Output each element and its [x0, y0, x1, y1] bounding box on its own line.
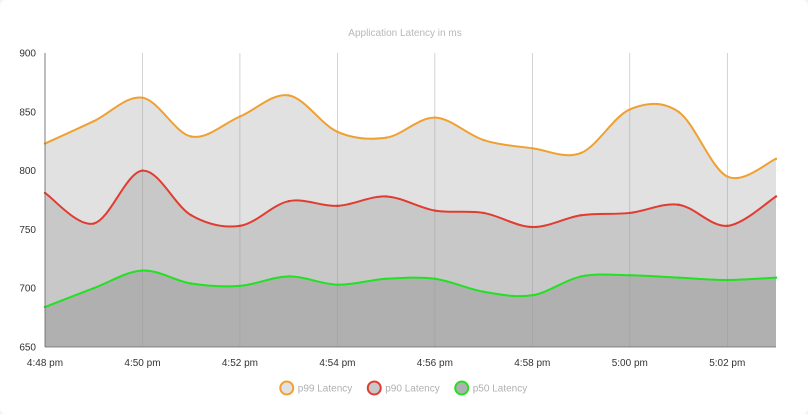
x-tick-label: 4:48 pm [27, 358, 63, 369]
legend-marker [279, 380, 295, 396]
chart-title: Application Latency in ms [348, 28, 461, 39]
x-axis: 4:48 pm 4:50 pm 4:52 pm 4:54 pm 4:56 pm 4:58 … [27, 346, 776, 369]
x-tick-label: 4:54 pm [319, 358, 355, 369]
data-point [384, 136, 388, 139]
data-point [531, 225, 534, 229]
series-lines [43, 94, 778, 309]
legend-label: p99 Latency [298, 384, 353, 395]
data-point [287, 275, 290, 278]
data-point [433, 116, 437, 119]
data-point [336, 130, 339, 133]
y-tick-label: 800 [19, 166, 36, 177]
legend-item-2[interactable]: p50 Latency [454, 380, 528, 396]
data-point [726, 175, 729, 178]
data-point [238, 224, 242, 228]
data-point [433, 209, 437, 212]
x-tick-label: 4:50 pm [124, 358, 160, 369]
data-point [141, 96, 144, 99]
data-point [579, 151, 583, 155]
data-point [336, 204, 339, 208]
data-point [384, 277, 388, 280]
x-tick-label: 4:52 pm [222, 358, 258, 369]
y-tick-label: 650 [19, 343, 36, 354]
y-tick-label: 850 [19, 107, 36, 118]
data-point [628, 274, 631, 277]
data-point [482, 290, 485, 293]
data-point [774, 276, 778, 279]
data-point [482, 211, 485, 215]
data-point [531, 294, 534, 297]
data-point [190, 135, 193, 138]
area-fill-series-2 [45, 270, 776, 347]
data-point [774, 195, 778, 198]
data-point [287, 199, 290, 203]
legend-item-1[interactable]: p90 Latency [366, 380, 440, 396]
y-tick-label: 750 [19, 225, 36, 236]
data-point [726, 278, 729, 282]
data-point [726, 224, 729, 228]
data-point [579, 275, 583, 278]
legend-item-0[interactable]: p99 Latency [279, 380, 353, 396]
data-point [287, 94, 290, 97]
x-tick-label: 4:56 pm [417, 358, 453, 369]
data-point [190, 214, 193, 217]
data-point [238, 284, 242, 288]
data-point [774, 157, 778, 161]
data-point [628, 211, 631, 215]
data-point [628, 108, 631, 111]
legend-label: p50 Latency [473, 384, 528, 395]
x-tick-label: 5:00 pm [612, 358, 648, 369]
y-tick-label: 900 [19, 49, 36, 60]
legend-marker [454, 380, 470, 396]
legend-label: p90 Latency [385, 384, 440, 395]
data-point [677, 110, 680, 114]
data-point [579, 214, 583, 217]
x-tick-label: 4:58 pm [514, 358, 550, 369]
area-fills [45, 95, 776, 347]
data-point [92, 222, 95, 225]
data-point [92, 287, 95, 290]
data-point [190, 282, 193, 285]
y-tick-label: 700 [19, 284, 36, 295]
legend-marker [366, 380, 382, 396]
y-axis: 900 850 800 750 700 650 [19, 49, 46, 354]
data-point [384, 195, 388, 198]
data-point [482, 138, 485, 142]
x-tick-label: 5:02 pm [709, 358, 745, 369]
data-point [92, 120, 95, 123]
series-line-1 [44, 169, 777, 229]
data-point [531, 147, 534, 150]
data-point [336, 283, 339, 286]
series-line-2 [44, 269, 777, 308]
data-point [677, 203, 680, 206]
data-point [141, 269, 144, 272]
series-line-0 [44, 94, 777, 180]
data-point [141, 169, 144, 172]
legend: p99 Latency p90 Latency p50 Latency [279, 380, 528, 396]
data-point [433, 277, 437, 280]
data-point [677, 276, 680, 279]
data-point [238, 115, 242, 118]
